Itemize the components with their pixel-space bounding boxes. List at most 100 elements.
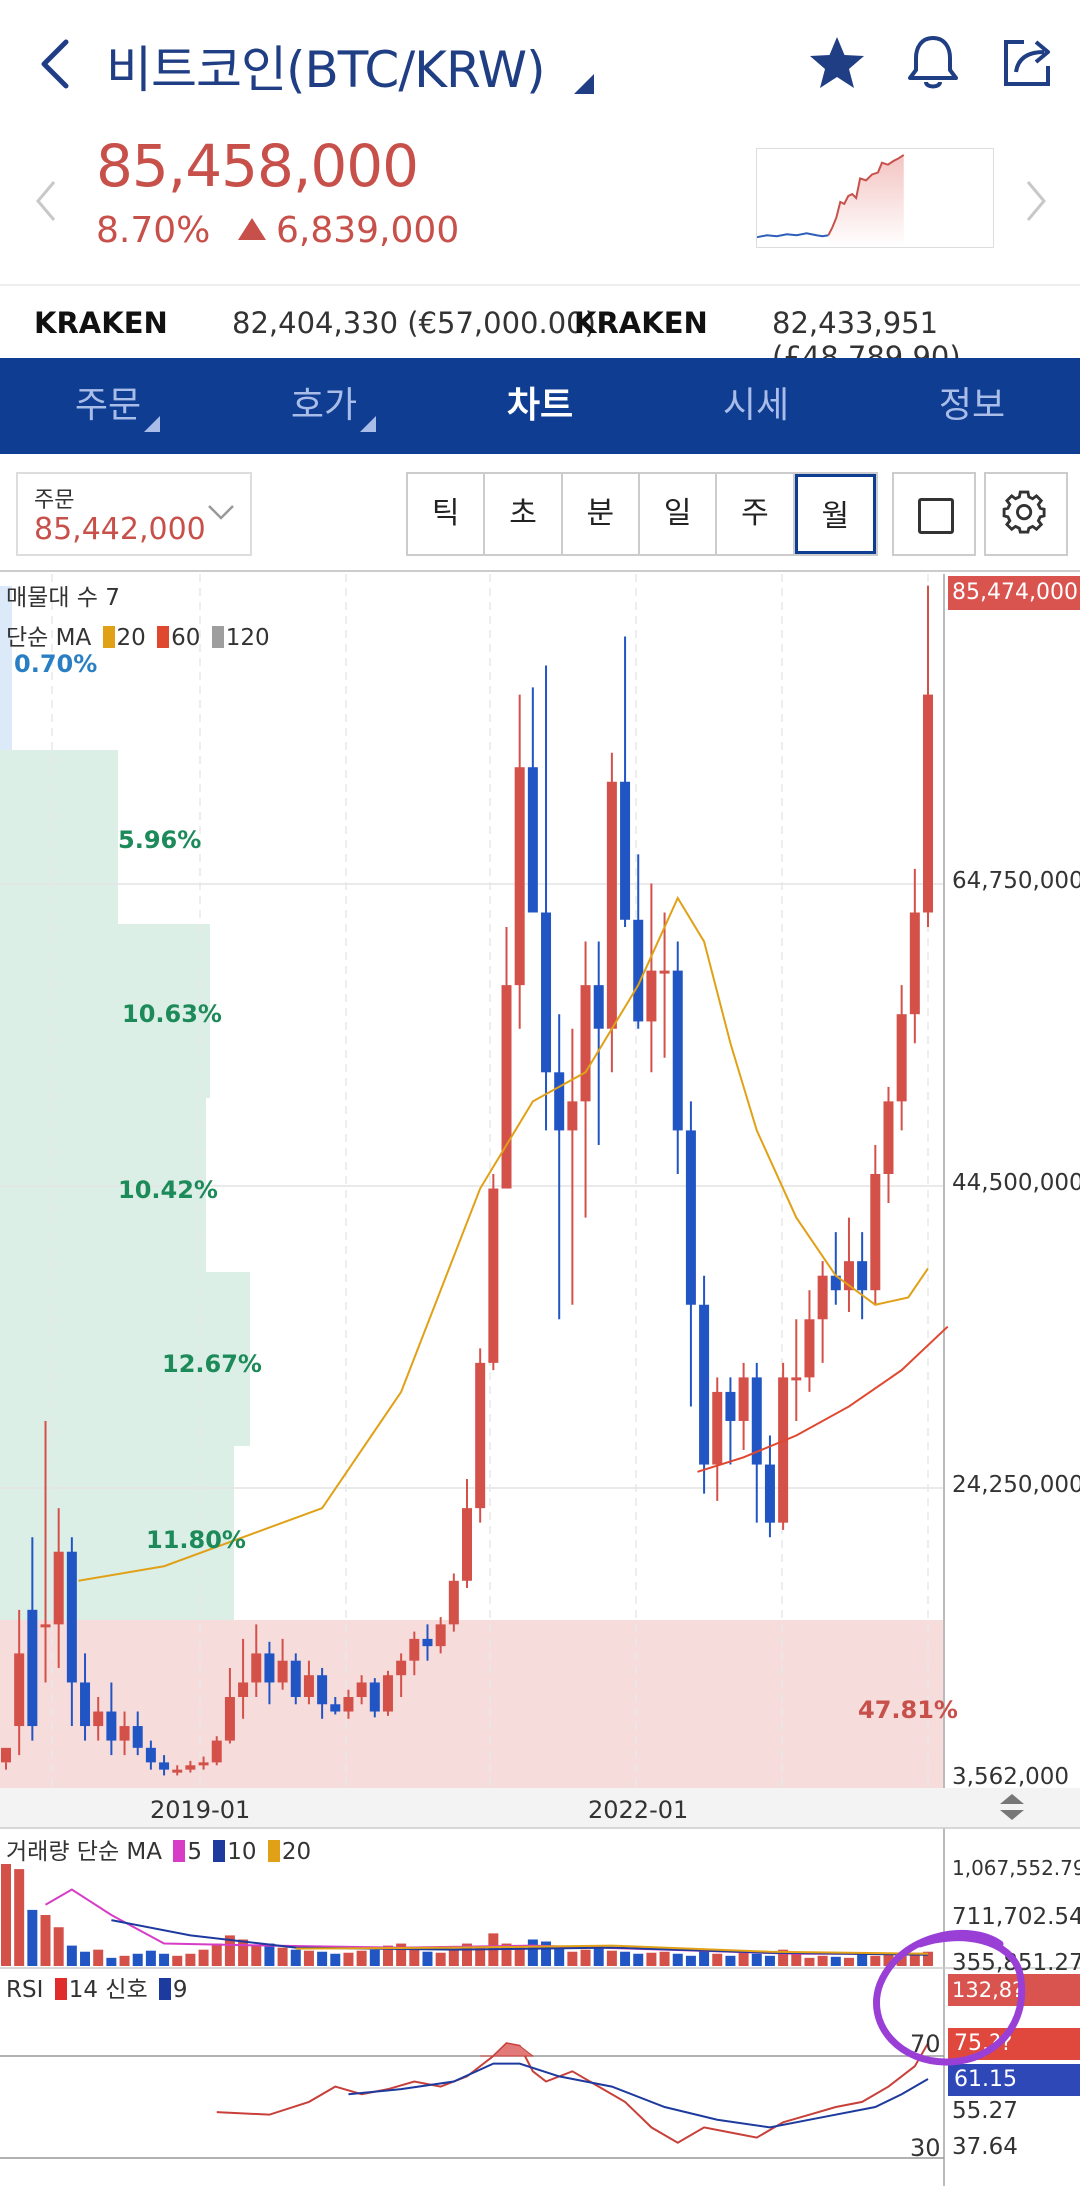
ma-period: 60 (171, 625, 201, 651)
order-price-select[interactable]: 주문 85,442,000 (16, 472, 252, 556)
candle (830, 1275, 841, 1291)
candle (159, 1762, 170, 1770)
volume-bar (343, 1952, 354, 1966)
candle (751, 1377, 762, 1465)
star-icon[interactable] (808, 34, 866, 92)
candle (27, 1609, 38, 1727)
bell-icon[interactable] (904, 32, 962, 92)
candle (132, 1726, 143, 1748)
candlestick-chart[interactable] (0, 574, 1080, 2186)
volume-bar (804, 1957, 815, 1966)
tab-chart[interactable]: 차트 (432, 358, 648, 454)
share-icon[interactable] (1000, 34, 1056, 90)
header: 비트코인(BTC/KRW) (0, 0, 1080, 130)
volume-bar (923, 1951, 933, 1966)
candle (870, 1173, 881, 1291)
volume-legend-label: 거래량 단순 MA (6, 1839, 163, 1865)
title-dropdown-icon[interactable] (574, 74, 594, 94)
vol-ma-period: 20 (281, 1839, 312, 1865)
order-value: 85,442,000 (34, 512, 206, 547)
candle (712, 1391, 723, 1465)
period-week[interactable]: 주 (717, 474, 795, 554)
volume-bar (883, 1954, 894, 1966)
candle (857, 1261, 868, 1291)
tab-quotes[interactable]: 시세 (648, 358, 864, 454)
rsi-low-label: 37.64 (952, 2134, 1018, 2160)
volume-bar (751, 1953, 762, 1966)
volume-tick-label: 1,067,552.797 (952, 1856, 1080, 1880)
candle (606, 781, 617, 1029)
dropdown-corner-icon (360, 416, 376, 432)
candle (923, 694, 933, 913)
volume-bar (382, 1945, 393, 1966)
candle (580, 985, 591, 1102)
period-minute[interactable]: 분 (563, 474, 640, 554)
prev-coin-icon[interactable] (32, 178, 60, 224)
volume-bar (317, 1951, 328, 1966)
candle (791, 1377, 802, 1381)
settings-button[interactable] (984, 472, 1068, 556)
tab-label: 호가 (290, 385, 358, 426)
ma60-swatch (157, 626, 170, 648)
volume-bar (27, 1909, 38, 1966)
rsi-signal-tag: 61.15 (948, 2064, 1080, 2096)
volume-bar (501, 1943, 512, 1966)
annotation-circle (873, 1929, 1026, 2066)
rsi-swatch (54, 1978, 67, 2000)
volume-bar (448, 1949, 459, 1966)
candle (198, 1762, 209, 1766)
period-selector: 틱 초 분 일 주 월 (406, 472, 878, 556)
volume-bar (14, 1869, 25, 1966)
period-second[interactable]: 초 (485, 474, 563, 554)
vol-ma-period: 5 (187, 1839, 202, 1865)
rsi-partial-label: 55.27 (952, 2098, 1018, 2124)
tab-info[interactable]: 정보 (864, 358, 1080, 454)
tab-label: 주문 (74, 385, 142, 426)
period-tick[interactable]: 틱 (408, 474, 486, 554)
current-price-tag: 85,474,000 (948, 576, 1080, 610)
volume-bar (725, 1955, 736, 1966)
period-month[interactable]: 월 (794, 474, 876, 554)
candle (303, 1675, 314, 1697)
volume-bar (620, 1951, 631, 1966)
candle (554, 1072, 565, 1131)
volume-profile-pct: 12.67% (162, 1350, 262, 1378)
volume-bar (356, 1950, 367, 1966)
volume-bar (699, 1949, 710, 1966)
change-percent: 8.70% (96, 210, 211, 251)
volume-bar (40, 1915, 51, 1966)
ma-legend: 단순 MA 20 60 120 (6, 618, 270, 652)
candle (685, 1130, 696, 1305)
exchange-price-strip: KRAKEN 82,404,330 (€57,000.00) KRAKEN 82… (0, 284, 1080, 374)
period-day[interactable]: 일 (640, 474, 718, 554)
exchange-price: 82,433,951 (£48,789.90) (772, 306, 961, 374)
vol-ma10-line (111, 1919, 929, 1956)
candle (172, 1769, 183, 1773)
exchange-item: 82,433,951 (£48,789.90) (772, 306, 1080, 374)
back-icon[interactable] (36, 36, 76, 92)
rsi-period: 14 (68, 1977, 98, 2003)
candle (264, 1653, 275, 1683)
volume-bar (303, 1950, 314, 1966)
volume-bar (567, 1951, 578, 1966)
volume-profile-bar (0, 750, 118, 924)
rsi-level-30: 30 (910, 2134, 941, 2162)
candle (14, 1653, 25, 1727)
tab-orderbook[interactable]: 호가 (216, 358, 432, 454)
next-coin-icon[interactable] (1022, 178, 1050, 224)
fullscreen-button[interactable] (892, 472, 976, 556)
volume-bar (830, 1956, 841, 1966)
volume-bar (369, 1949, 380, 1966)
order-label: 주문 (34, 488, 75, 513)
page-title[interactable]: 비트코인(BTC/KRW) (106, 41, 546, 99)
volume-bar (738, 1951, 749, 1966)
up-triangle-icon (238, 218, 266, 240)
candle (145, 1747, 156, 1763)
volume-bar (896, 1952, 907, 1966)
candle (475, 1362, 486, 1509)
candle (804, 1319, 815, 1378)
candle (725, 1391, 736, 1421)
chart-area[interactable]: 매물대 수 7 단순 MA 20 60 120 0.70% 5.96% 10.6… (0, 574, 1080, 2186)
tab-order[interactable]: 주문 (0, 358, 216, 454)
mini-chart[interactable] (756, 148, 994, 248)
